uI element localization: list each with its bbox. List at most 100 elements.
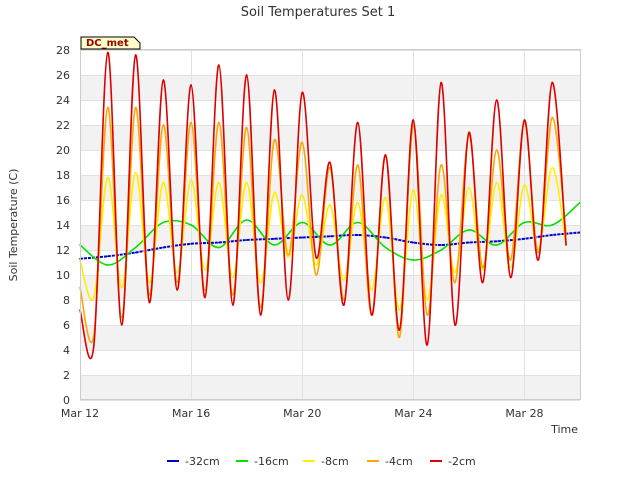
data-point <box>537 251 540 254</box>
data-point <box>495 244 498 246</box>
data-point <box>190 179 192 181</box>
data-point <box>440 249 442 251</box>
data-point <box>148 281 151 284</box>
data-point <box>426 344 429 346</box>
grid-band <box>80 75 580 100</box>
data-point <box>440 244 442 246</box>
data-point <box>329 244 331 246</box>
x-tick-label: Mar 12 <box>61 407 99 420</box>
series-lines <box>79 51 581 360</box>
data-point <box>537 259 540 261</box>
data-point <box>134 171 137 174</box>
y-tick-label: 20 <box>56 144 70 157</box>
data-point <box>370 314 373 316</box>
data-point <box>551 234 553 236</box>
data-point <box>412 119 415 121</box>
data-point <box>259 281 262 284</box>
data-point <box>273 244 276 246</box>
data-point <box>523 221 526 224</box>
data-point <box>245 181 248 184</box>
data-point <box>176 289 178 291</box>
data-point <box>440 81 442 84</box>
data-point <box>259 306 262 309</box>
x-axis-label: Time <box>550 423 578 436</box>
data-point <box>398 309 401 311</box>
grid-band <box>80 250 580 275</box>
grid-band <box>80 275 580 300</box>
data-point <box>287 254 290 256</box>
data-point <box>134 106 137 109</box>
x-tick-label: Mar 16 <box>172 407 210 420</box>
y-tick-label: 22 <box>56 119 70 132</box>
data-point <box>551 81 553 84</box>
data-point <box>329 161 331 164</box>
data-point <box>107 51 109 54</box>
data-point <box>551 116 553 119</box>
data-point <box>204 296 206 299</box>
data-point <box>301 236 304 239</box>
data-point <box>218 246 220 249</box>
x-tick-label: Mar 20 <box>283 407 321 420</box>
data-point <box>468 186 470 189</box>
grid-band <box>80 175 580 200</box>
data-point <box>565 244 567 246</box>
data-point <box>120 324 123 326</box>
data-point <box>93 344 95 346</box>
data-point <box>357 201 359 204</box>
y-tick-label: 0 <box>63 394 70 407</box>
data-point <box>357 234 359 236</box>
data-point <box>357 164 359 166</box>
data-point <box>176 281 178 284</box>
data-point <box>245 126 248 129</box>
x-tick-label: Mar 24 <box>394 407 432 420</box>
data-point <box>482 266 484 269</box>
data-point <box>287 256 290 259</box>
data-point <box>343 279 345 281</box>
data-point <box>107 255 109 258</box>
data-point <box>412 241 415 244</box>
data-point <box>301 194 304 196</box>
data-point <box>245 239 248 241</box>
data-point <box>232 304 234 306</box>
grid-band <box>80 50 580 75</box>
data-point <box>301 91 304 94</box>
x-tick-label: Mar 28 <box>505 407 543 420</box>
data-point <box>134 251 137 254</box>
data-point <box>468 229 470 231</box>
data-point <box>551 166 553 169</box>
data-point <box>218 64 220 66</box>
data-point <box>148 301 151 304</box>
data-point <box>357 221 359 224</box>
grid-band <box>80 125 580 150</box>
grid-band <box>80 350 580 375</box>
series-line <box>79 51 567 360</box>
legend-label: -16cm <box>254 455 289 468</box>
data-point <box>315 274 317 276</box>
data-point <box>120 316 123 319</box>
grid-band <box>80 100 580 125</box>
y-tick-label: 24 <box>56 94 70 107</box>
station-label: DC_met <box>86 38 129 49</box>
data-point <box>384 236 387 239</box>
data-point <box>190 224 192 226</box>
data-point <box>218 181 220 184</box>
y-tick-label: 18 <box>56 169 70 182</box>
data-point <box>204 289 206 291</box>
x-axis-ticks: Mar 12 Mar 16 Mar 20 Mar 24 Mar 28 <box>61 407 544 420</box>
data-point <box>134 246 137 249</box>
data-point <box>509 276 512 279</box>
data-point <box>440 194 442 196</box>
data-point <box>412 189 415 191</box>
data-point <box>426 314 429 316</box>
legend-label: -32cm <box>185 455 220 468</box>
data-point <box>509 266 512 269</box>
data-point <box>162 124 165 126</box>
data-point <box>245 219 248 221</box>
data-point <box>343 304 345 306</box>
grid-band <box>80 375 580 400</box>
data-point <box>551 224 553 226</box>
y-tick-label: 6 <box>63 319 70 332</box>
legend-label: -2cm <box>448 455 476 468</box>
grid-band <box>80 300 580 325</box>
data-point <box>232 294 234 296</box>
